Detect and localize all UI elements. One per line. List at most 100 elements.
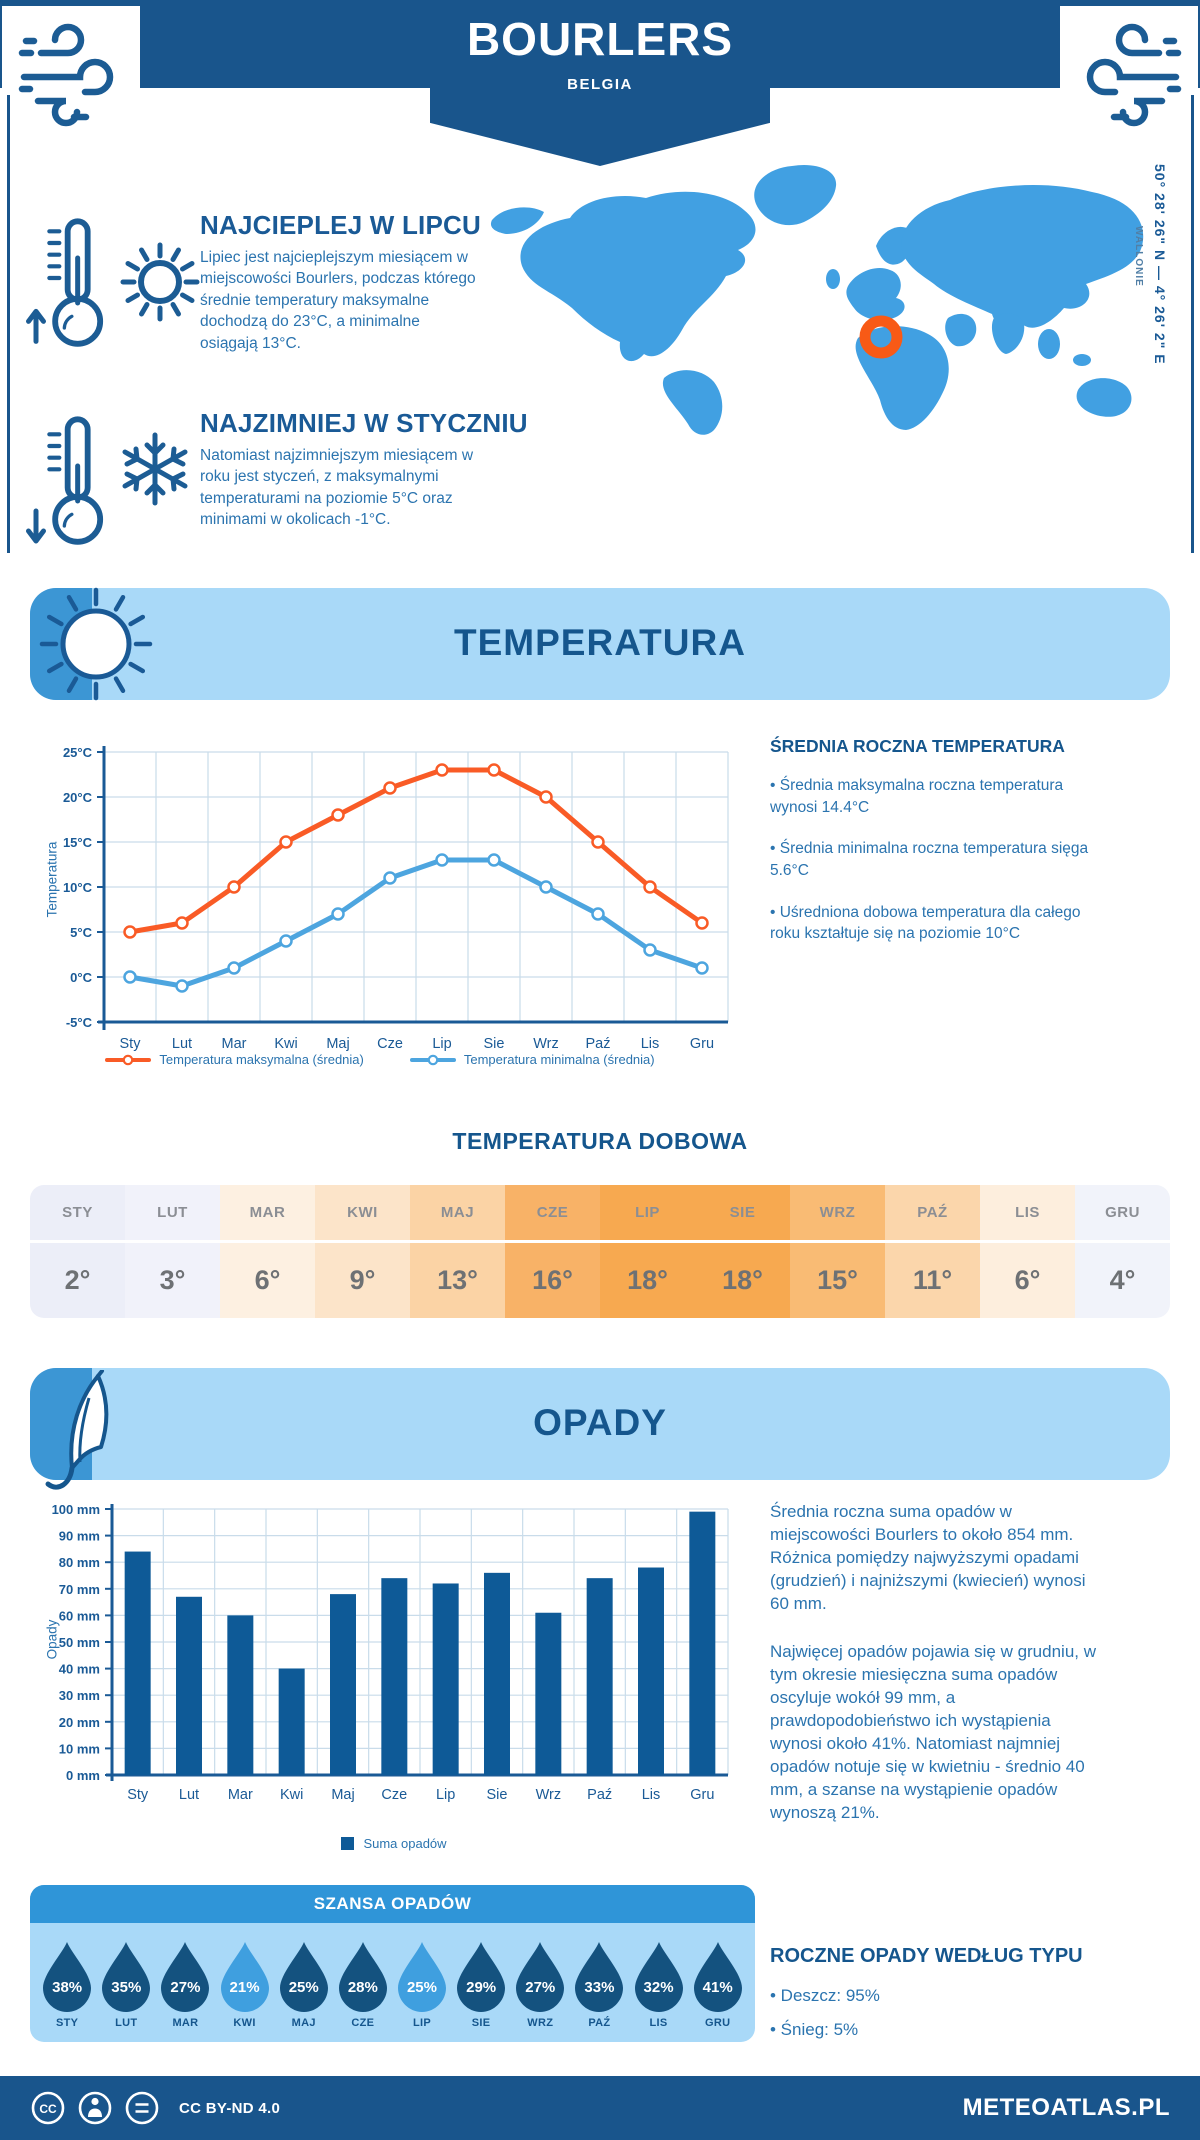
coldest-text: Natomiast najzimniejszym miesiącem w rok… [200, 447, 474, 529]
daily-table-month: PAŹ [917, 1204, 948, 1221]
location-marker [859, 315, 903, 359]
precip-type-heading: ROCZNE OPADY WEDŁUG TYPU [770, 1945, 1083, 1967]
droplet-icon [279, 1942, 328, 2012]
svg-text:100 mm: 100 mm [52, 1502, 100, 1517]
line-chart-legend: Temperatura maksymalna (średnia) Temperat… [60, 1052, 700, 1067]
svg-text:Lis: Lis [641, 1036, 660, 1052]
droplet-percentage: 25% [406, 1979, 437, 1996]
right-border-rule [1191, 95, 1194, 553]
droplet-percentage: 27% [170, 1979, 201, 1996]
daily-table-separator [980, 1240, 1075, 1243]
svg-text:Lip: Lip [436, 1787, 455, 1803]
footer-brand[interactable]: METEOATLAS.PL [962, 2094, 1170, 2121]
daily-table-month: STY [62, 1204, 93, 1221]
svg-text:5°C: 5°C [70, 925, 92, 940]
legend-label: Temperatura maksymalna (średnia) [159, 1052, 364, 1067]
continent-alaska [490, 207, 544, 234]
svg-text:50 mm: 50 mm [59, 1635, 100, 1650]
daily-table-value: 18° [722, 1265, 763, 1295]
daily-temperature-table: STY 2° LUT 3° MAR 6° KWI 9° MAJ 13° CZE 16° LIP 18° SI… [30, 1185, 1170, 1318]
svg-text:CC: CC [39, 2102, 57, 2116]
legend-square-sample [341, 1837, 355, 1850]
daily-table-column: STY 2° [30, 1185, 125, 1318]
svg-text:0 mm: 0 mm [66, 1768, 100, 1783]
daily-table-separator [790, 1240, 885, 1243]
region-southeast-asia [1038, 329, 1060, 359]
svg-text:Maj: Maj [331, 1787, 354, 1803]
umbrella-banner-icon [45, 1370, 109, 1490]
warmest-text: Lipiec jest najcieplejszym miesiącem w m… [200, 249, 476, 352]
precipitation-paragraph-2: Najwięcej opadów pojawia się w grudniu, … [770, 1641, 1097, 1823]
svg-text:Gru: Gru [690, 1787, 714, 1803]
daily-table-column: LIP 18° [600, 1185, 695, 1318]
daily-table-column: GRU 4° [1075, 1185, 1170, 1318]
svg-text:Lip: Lip [432, 1036, 451, 1052]
droplet-month: MAR [172, 2017, 199, 2029]
temperature-line-chart: 25°C 20°C 15°C 10°C 5°C 0°C -5°C Sty Lut Mar Kwi Ma… [63, 745, 729, 1052]
coldest-heading: NAJZIMNIEJ W STYCZNIU [200, 408, 528, 438]
daily-table-value: 3° [159, 1265, 186, 1295]
precip-chance-droplet: 27% MAR [159, 1942, 211, 2029]
daily-table-column: WRZ 15° [790, 1185, 885, 1318]
daily-table-value: 13° [437, 1265, 478, 1295]
svg-text:90 mm: 90 mm [59, 1529, 100, 1544]
cc-icon: CC [31, 2091, 65, 2125]
daily-table-separator [315, 1240, 410, 1243]
header-banner: BOURLERS BELGIA [0, 0, 1200, 166]
daily-table-month: LIS [1015, 1204, 1040, 1221]
svg-text:40 mm: 40 mm [59, 1662, 100, 1677]
daily-table-month: SIE [729, 1204, 756, 1221]
precip-chance-droplet: 33% PAŹ [573, 1942, 625, 2029]
wind-icon [1086, 23, 1182, 127]
svg-text:Kwi: Kwi [280, 1787, 303, 1803]
svg-text:10 mm: 10 mm [59, 1741, 100, 1756]
line-chart-y-axis-title: Temperatura [44, 841, 60, 918]
daily-table-column: LUT 3° [125, 1185, 220, 1318]
daily-table-column: MAR 6° [220, 1185, 315, 1318]
region-arabia [945, 313, 977, 347]
svg-text:20°C: 20°C [63, 790, 93, 805]
daily-table-separator [410, 1240, 505, 1243]
svg-text:Lut: Lut [172, 1036, 192, 1052]
svg-text:10°C: 10°C [63, 880, 93, 895]
daily-table-separator [600, 1240, 695, 1243]
license-label: CC BY-ND 4.0 [179, 2099, 281, 2117]
svg-text:Sty: Sty [127, 1787, 149, 1803]
continent-australia [1076, 378, 1132, 417]
legend-item: Temperatura maksymalna (średnia) [105, 1052, 364, 1067]
daily-table-value: 11° [912, 1265, 953, 1295]
svg-text:Wrz: Wrz [533, 1036, 559, 1052]
droplet-icon [516, 1942, 565, 2012]
daily-table-column: LIS 6° [980, 1185, 1075, 1318]
annual-temp-heading: ŚREDNIA ROCZNA TEMPERATURA [770, 736, 1065, 756]
daily-table-month: KWI [347, 1204, 378, 1221]
droplet-percentage: 25% [288, 1979, 319, 1996]
license-group[interactable]: CC CC BY-ND 4.0 [30, 2090, 280, 2126]
precip-chance-droplet: 29% SIE [455, 1942, 507, 2029]
legend-line-sample [409, 1054, 456, 1065]
droplet-icon [457, 1942, 506, 2012]
daily-table-column: PAŹ 11° [885, 1185, 980, 1318]
daily-table-separator [125, 1240, 220, 1243]
svg-text:60 mm: 60 mm [59, 1608, 100, 1623]
continent-europe [846, 267, 905, 321]
svg-text:Gru: Gru [690, 1036, 714, 1052]
droplet-month: PAŹ [588, 2017, 611, 2029]
precip-chance-droplet: 32% LIS [633, 1942, 685, 2029]
svg-text:-5°C: -5°C [66, 1015, 93, 1030]
thermometer-down-icon [26, 416, 104, 545]
svg-text:Paź: Paź [586, 1036, 611, 1052]
daily-table-month: MAR [249, 1204, 286, 1221]
precip-chance-droplet: 35% LUT [100, 1942, 152, 2029]
attribution-person-icon [78, 2091, 112, 2125]
legend-item: Temperatura minimalna (średnia) [409, 1052, 655, 1067]
daily-table-value: 18° [627, 1265, 668, 1295]
svg-text:80 mm: 80 mm [59, 1555, 100, 1570]
wind-icon [18, 23, 114, 127]
continent-asia [901, 185, 1144, 329]
svg-text:20 mm: 20 mm [59, 1715, 100, 1730]
precip-chance-droplet: 25% LIP [396, 1942, 448, 2029]
no-derivatives-icon [125, 2091, 159, 2125]
bar-chart-legend: Suma opadów [44, 1836, 744, 1851]
